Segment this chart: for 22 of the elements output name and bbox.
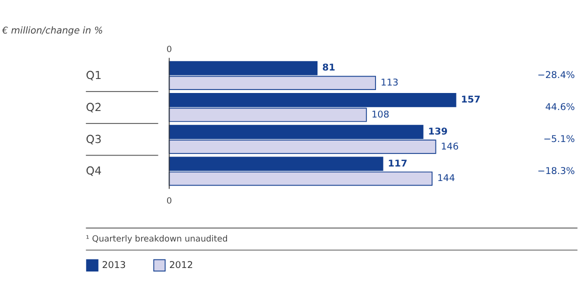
data-label: 139 — [428, 126, 448, 138]
text: −18.3% — [537, 166, 576, 177]
text: ¹ Quarterly breakdown unaudited — [86, 234, 228, 245]
text: −28.4% — [537, 70, 576, 82]
data-label: 157 — [460, 94, 480, 106]
y-tick-label: Q1 — [86, 68, 102, 82]
text: 44.6% — [545, 102, 576, 114]
data-label: 144 — [437, 173, 456, 184]
text: −5.1% — [543, 134, 576, 145]
text: € million/change in % — [1, 25, 104, 36]
text: 0 — [166, 196, 172, 206]
text: 0 — [166, 44, 172, 55]
data-label: 117 — [388, 158, 408, 170]
legend-label: 2013 — [102, 260, 126, 271]
data-label: 108 — [371, 109, 390, 120]
data-label: 113 — [380, 78, 399, 89]
y-tick-label: Q4 — [86, 164, 102, 178]
data-label: 146 — [440, 141, 459, 152]
y-tick-label: Q3 — [86, 132, 102, 146]
legend-label: 2012 — [169, 260, 194, 271]
y-tick-label: Q2 — [86, 100, 102, 114]
data-label: 81 — [322, 62, 336, 74]
